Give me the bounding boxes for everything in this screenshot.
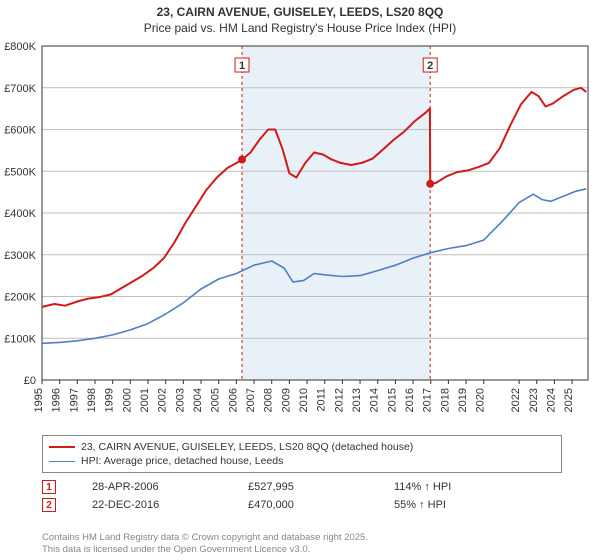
svg-text:2005: 2005 <box>210 388 222 412</box>
svg-text:£200K: £200K <box>4 292 36 304</box>
svg-text:2014: 2014 <box>369 388 381 412</box>
footer: Contains HM Land Registry data © Crown c… <box>42 532 368 556</box>
svg-text:£100K: £100K <box>4 333 36 345</box>
sale-rows: 1 28-APR-2006 £527,995 114% ↑ HPI 2 22-D… <box>42 480 562 516</box>
chart-area: £0 £100K £200K £300K £400K £500K £600K £700K £80… <box>0 40 600 430</box>
svg-text:1: 1 <box>239 60 245 72</box>
sale-price-1: £527,995 <box>248 481 388 493</box>
svg-text:2008: 2008 <box>263 388 275 412</box>
sale-price-2: £470,000 <box>248 499 388 511</box>
svg-text:£500K: £500K <box>4 166 36 178</box>
svg-text:2002: 2002 <box>157 388 169 412</box>
sale-hpi-1: 114% ↑ HPI <box>394 481 514 493</box>
svg-text:2007: 2007 <box>245 388 257 412</box>
svg-text:2012: 2012 <box>333 388 345 412</box>
svg-text:2022: 2022 <box>510 388 522 412</box>
svg-text:2019: 2019 <box>457 388 469 412</box>
sale-row-1: 1 28-APR-2006 £527,995 114% ↑ HPI <box>42 480 562 494</box>
sale-date-1: 28-APR-2006 <box>62 481 242 493</box>
svg-text:1999: 1999 <box>104 388 116 412</box>
svg-text:1997: 1997 <box>68 388 80 412</box>
svg-text:2009: 2009 <box>280 388 292 412</box>
svg-text:2013: 2013 <box>351 388 363 412</box>
svg-text:2000: 2000 <box>121 388 133 412</box>
svg-text:1998: 1998 <box>86 388 98 412</box>
legend-label-2: HPI: Average price, detached house, Leed… <box>81 455 283 467</box>
svg-text:2010: 2010 <box>298 388 310 412</box>
svg-text:2024: 2024 <box>545 388 557 412</box>
title-block: 23, CAIRN AVENUE, GUISELEY, LEEDS, LS20 … <box>0 0 600 36</box>
legend-label-1: 23, CAIRN AVENUE, GUISELEY, LEEDS, LS20 … <box>81 441 413 453</box>
sale-date-2: 22-DEC-2016 <box>62 499 242 511</box>
svg-text:1996: 1996 <box>51 388 63 412</box>
sale-hpi-2: 55% ↑ HPI <box>394 499 514 511</box>
svg-text:£800K: £800K <box>4 41 36 53</box>
svg-text:2011: 2011 <box>316 388 328 412</box>
legend-item-1: 23, CAIRN AVENUE, GUISELEY, LEEDS, LS20 … <box>49 440 555 454</box>
svg-text:2023: 2023 <box>528 388 540 412</box>
svg-text:2025: 2025 <box>563 388 575 412</box>
svg-text:2018: 2018 <box>439 388 451 412</box>
legend-swatch-series1 <box>49 446 75 448</box>
svg-text:£600K: £600K <box>4 125 36 137</box>
legend-swatch-series2 <box>49 461 75 462</box>
sale-row-2: 2 22-DEC-2016 £470,000 55% ↑ HPI <box>42 498 562 512</box>
marker-1-icon: 1 <box>42 480 56 494</box>
svg-text:2015: 2015 <box>386 388 398 412</box>
svg-text:2016: 2016 <box>404 388 416 412</box>
chart-container: 23, CAIRN AVENUE, GUISELEY, LEEDS, LS20 … <box>0 0 600 560</box>
marker-2-icon: 2 <box>42 498 56 512</box>
footer-line-1: Contains HM Land Registry data © Crown c… <box>42 532 368 544</box>
legend: 23, CAIRN AVENUE, GUISELEY, LEEDS, LS20 … <box>42 435 562 473</box>
svg-text:2017: 2017 <box>422 388 434 412</box>
svg-text:2006: 2006 <box>227 388 239 412</box>
title-line-1: 23, CAIRN AVENUE, GUISELEY, LEEDS, LS20 … <box>0 4 600 20</box>
svg-text:2: 2 <box>427 60 433 72</box>
legend-item-2: HPI: Average price, detached house, Leed… <box>49 454 555 468</box>
svg-text:£400K: £400K <box>4 208 36 220</box>
svg-text:2004: 2004 <box>192 388 204 412</box>
title-line-2: Price paid vs. HM Land Registry's House … <box>0 20 600 36</box>
svg-text:£700K: £700K <box>4 83 36 95</box>
svg-text:£0: £0 <box>24 375 36 387</box>
svg-text:2020: 2020 <box>475 388 487 412</box>
svg-text:1995: 1995 <box>33 388 45 412</box>
chart-svg: £0 £100K £200K £300K £400K £500K £600K £700K £80… <box>0 40 600 430</box>
svg-text:£300K: £300K <box>4 250 36 262</box>
footer-line-2: This data is licensed under the Open Gov… <box>42 544 368 556</box>
svg-text:2003: 2003 <box>174 388 186 412</box>
svg-text:2001: 2001 <box>139 388 151 412</box>
